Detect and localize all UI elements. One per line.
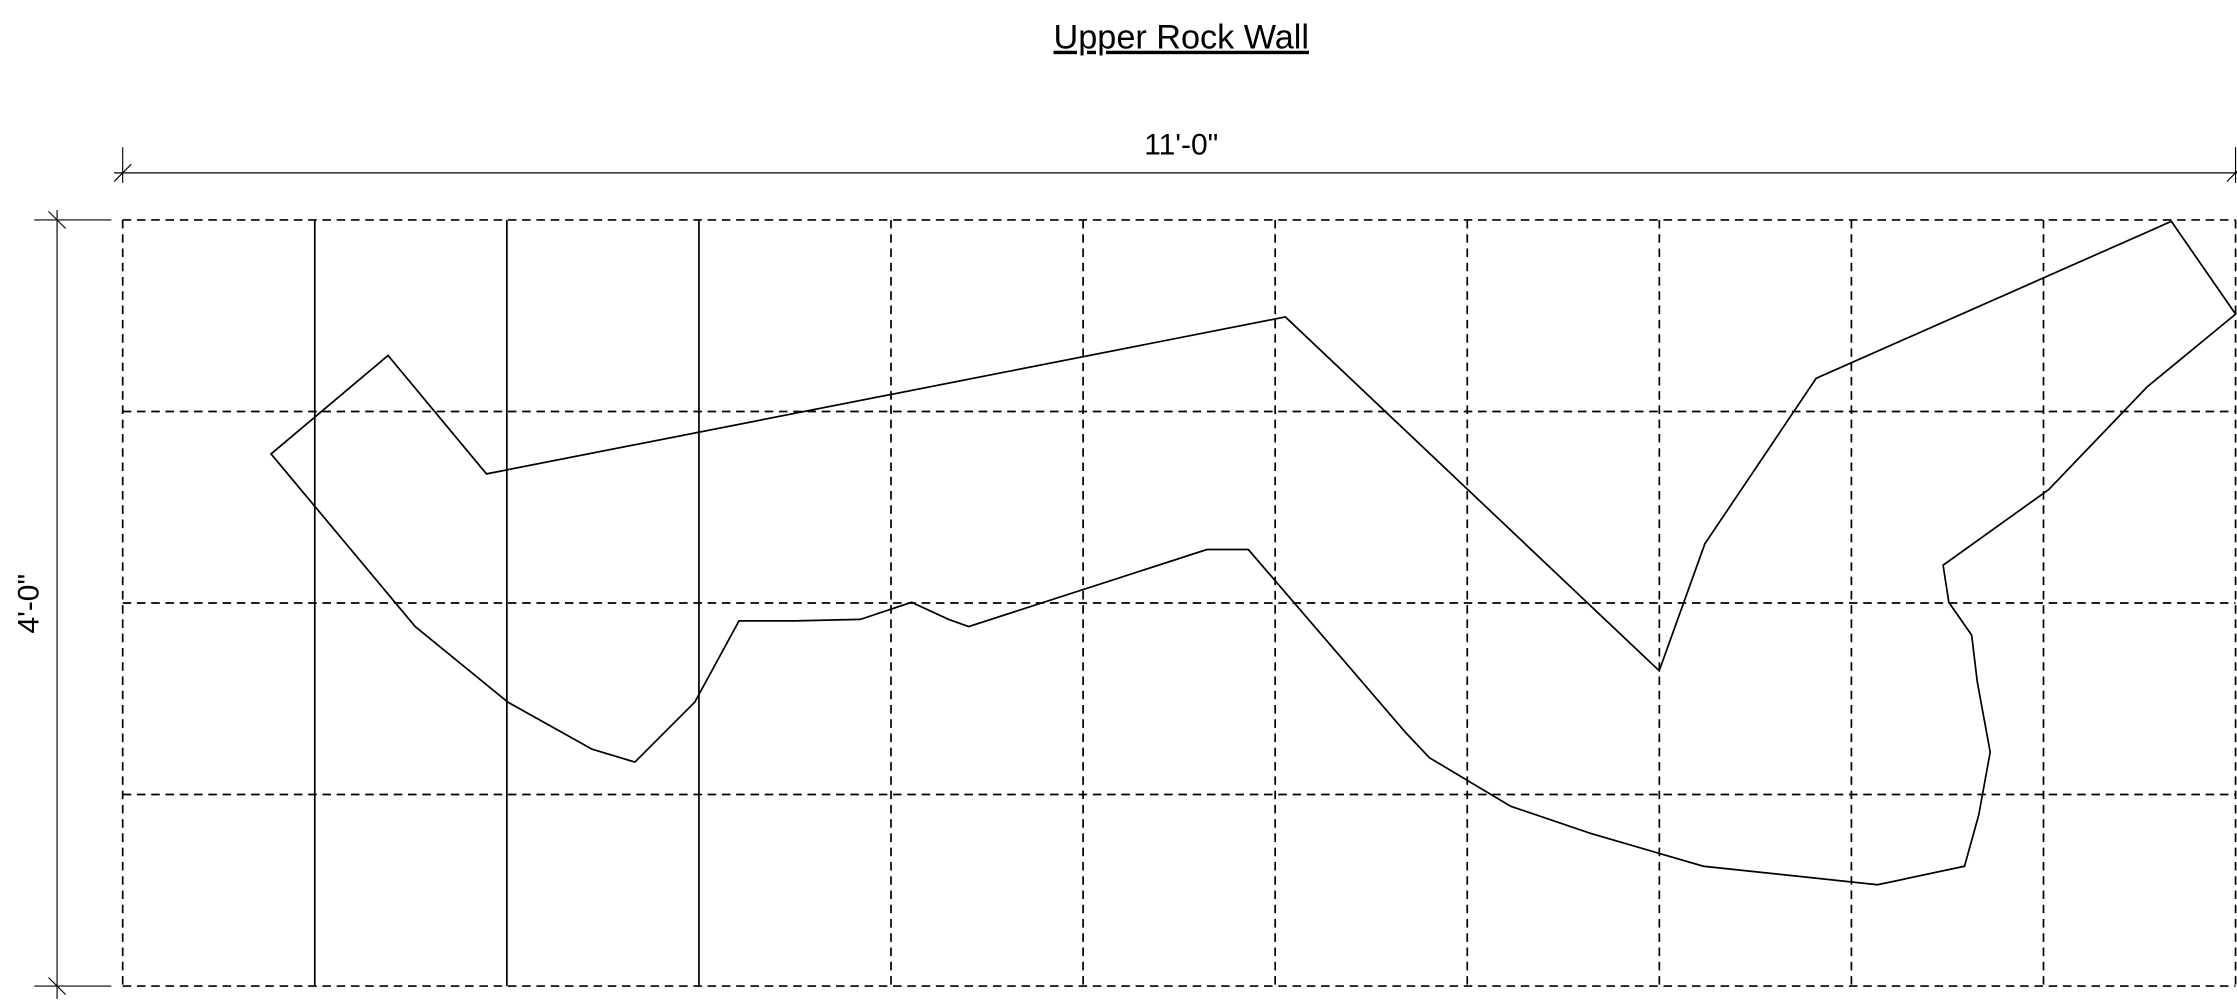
grid (121, 219, 2237, 987)
tick (48, 210, 67, 229)
tick (48, 977, 67, 996)
tick (113, 163, 132, 182)
height-dimension: 4'-0" (13, 574, 46, 634)
rock-wall-outline (269, 220, 2237, 886)
tick (2226, 171, 2237, 182)
width-dimension-line (113, 147, 2237, 183)
width-dimension: 11'-0" (1144, 128, 1218, 161)
height-dimension-line (34, 209, 112, 999)
title: Upper Rock Wall (1054, 19, 1309, 57)
